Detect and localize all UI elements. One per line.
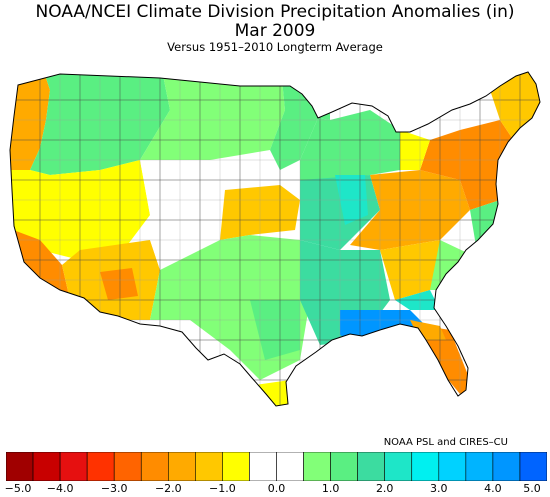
region-florida — [420, 325, 470, 400]
region-texas-central — [250, 300, 300, 360]
region-arizona-orange — [100, 268, 138, 300]
tick-label-1: 1.0 — [321, 482, 340, 495]
map-period: Mar 2009 — [234, 21, 316, 41]
colorbar — [6, 452, 547, 481]
region-northern-california — [10, 160, 150, 260]
colorbar-bin — [113, 452, 142, 481]
colorbar-bin — [357, 452, 385, 481]
colorbar-bin — [249, 452, 277, 481]
tick-label-neg-2: −2.0 — [154, 482, 182, 495]
region-mid-atlantic — [420, 120, 520, 210]
region-south-texas — [255, 380, 295, 406]
tick-label-4: 4.0 — [484, 482, 502, 495]
colorbar-bin — [140, 452, 169, 481]
tick-label-0: 0.0 — [267, 482, 286, 495]
region-central-rockies — [140, 160, 225, 270]
colorbar-bin — [411, 452, 440, 481]
tick-label-neg-3: −3.0 — [100, 482, 128, 495]
region-north-florida — [410, 320, 446, 340]
colorbar-bin — [465, 452, 494, 481]
colorbar-bin — [6, 452, 34, 481]
colorbar-tick-labels: −5.0 −4.0 −3.0 −2.0 −1.0 0.0 1.0 2.0 3.0… — [0, 482, 550, 496]
tick-label-2: 2.0 — [375, 482, 394, 495]
colorbar-bin — [168, 452, 196, 481]
colorbar-bin — [59, 452, 88, 481]
colorbar-bin — [519, 452, 547, 481]
colorbar-bin — [303, 452, 331, 481]
data-credit: NOAA PSL and CIRES–CU — [383, 437, 508, 448]
colorbar-bin — [222, 452, 250, 481]
map-title: NOAA/NCEI Climate Division Precipitation… — [35, 2, 515, 22]
anomaly-fills — [10, 72, 540, 406]
region-virginia-coast — [470, 200, 505, 258]
colorbar-bin — [195, 452, 223, 481]
colorbar-bin — [32, 452, 61, 481]
colorbar-bin — [384, 452, 413, 481]
tick-label-neg-5: −5.0 — [4, 482, 32, 495]
colorbar-bin — [86, 452, 115, 481]
colorbar-bin — [276, 452, 304, 481]
precipitation-anomaly-map — [9, 71, 541, 407]
region-upper-midwest — [300, 110, 400, 180]
map-subtitle: Versus 1951–2010 Longterm Average — [167, 40, 383, 54]
colorbar-bin — [438, 452, 467, 481]
tick-label-neg-1: −1.0 — [209, 482, 236, 495]
colorbar-bin — [330, 452, 358, 481]
tick-label-3: 3.0 — [430, 482, 448, 495]
tick-label-neg-4: −4.0 — [46, 482, 74, 495]
tick-label-5: 5.0 — [523, 482, 541, 495]
colorbar-bin — [492, 452, 521, 481]
